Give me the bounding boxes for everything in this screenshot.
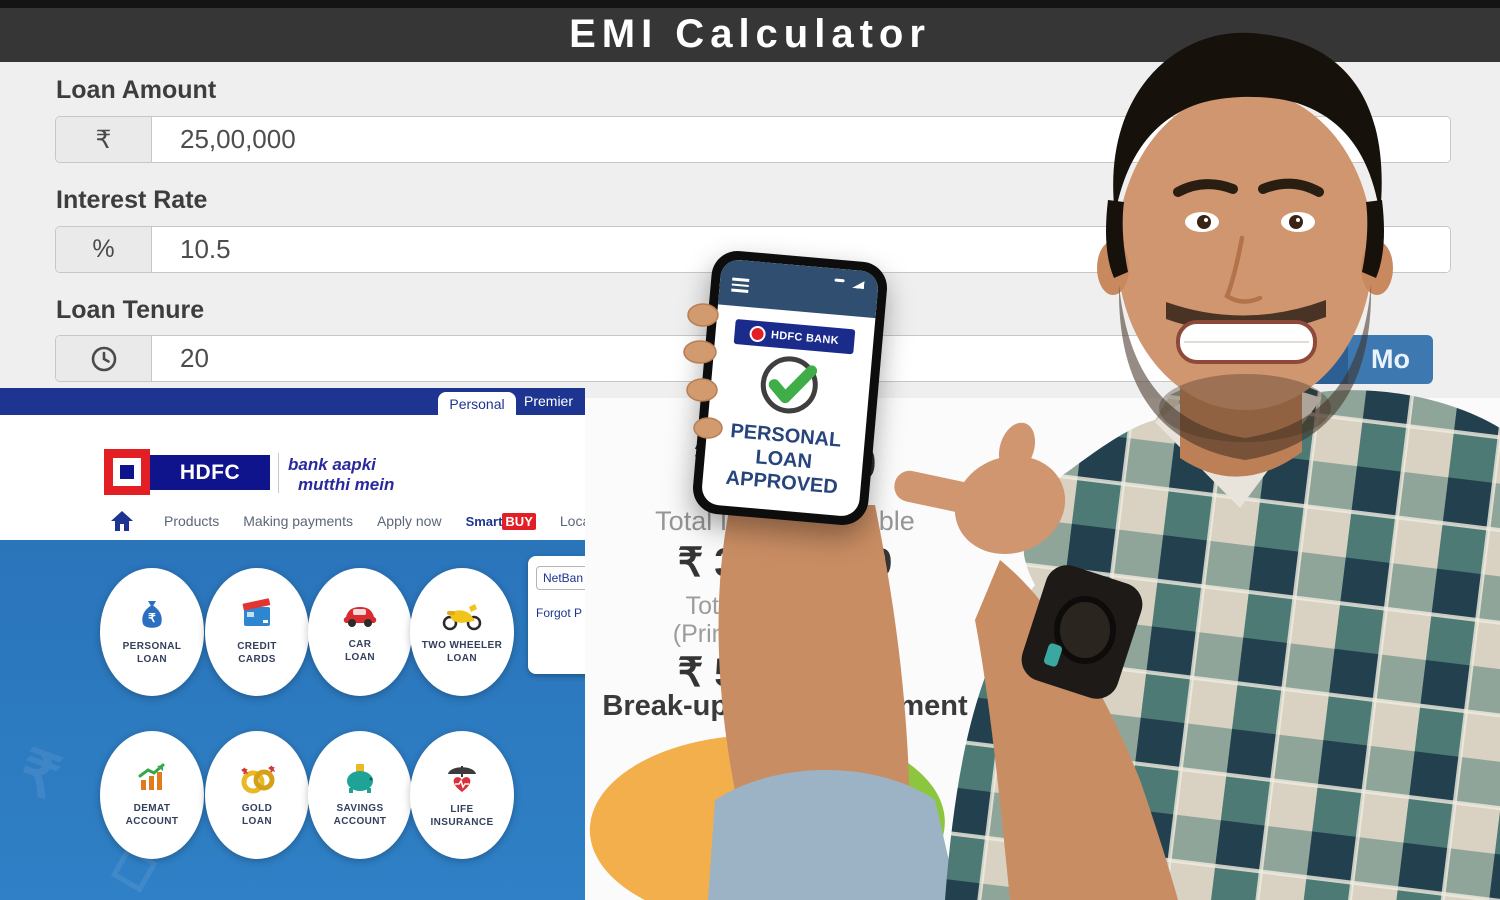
tile-demat-account[interactable]: DEMAT ACCOUNT xyxy=(100,731,204,859)
app-header: EMI Calculator xyxy=(0,0,1500,62)
clock-icon xyxy=(56,336,152,381)
man-iris-right xyxy=(1289,215,1303,229)
man-hair-side-right xyxy=(1362,200,1384,278)
hdfc-logo-band: HDFC BANK bank aapki mutthi mein xyxy=(0,415,585,519)
man-photo xyxy=(683,32,1500,900)
rupee-icon: ₹ xyxy=(56,117,152,162)
watch-clasp xyxy=(1043,643,1063,667)
home-icon[interactable] xyxy=(110,510,134,532)
hdfc-bank-screenshot: Personal Premier HDFC BANK bank aapki mu… xyxy=(0,388,585,900)
man-eye-glint-right xyxy=(1296,218,1300,222)
svg-text:₹: ₹ xyxy=(148,611,156,625)
hdfc-topbar: Personal Premier xyxy=(0,388,585,415)
loan-tenure-group xyxy=(55,335,1248,382)
nav-products[interactable]: Products xyxy=(164,513,220,529)
nav-smartbuy[interactable]: Smart BUY xyxy=(454,512,548,530)
man-holding-arm xyxy=(708,505,958,900)
motorcycle-icon xyxy=(442,604,482,631)
man-fist xyxy=(954,455,1066,555)
man-hair xyxy=(1113,32,1382,215)
man-grip-finger-1 xyxy=(687,303,719,327)
tab-personal[interactable]: Personal xyxy=(438,392,516,415)
nav-locate-us[interactable]: Locate Us xyxy=(559,513,585,529)
stock-chart-icon xyxy=(138,763,165,790)
forgot-password-link[interactable]: Forgot P xyxy=(536,606,583,620)
man-nose xyxy=(1224,235,1263,304)
interest-rate-label: Interest Rate xyxy=(56,186,208,214)
gold-rings-icon xyxy=(241,765,276,794)
car-icon xyxy=(343,607,377,627)
netbanking-login-button[interactable]: NetBan xyxy=(536,566,585,590)
approved-check-icon xyxy=(760,356,818,414)
man-forearm xyxy=(718,505,910,815)
loan-amount-label: Loan Amount xyxy=(56,76,217,104)
tile-savings-account[interactable]: SAVINGS ACCOUNT xyxy=(308,731,412,859)
watch-face xyxy=(1054,596,1116,664)
loan-tenure-label: Loan Tenure xyxy=(56,296,205,324)
man-eyebrow-right xyxy=(1258,178,1324,197)
tile-life-insurance[interactable]: LIFE INSURANCE xyxy=(410,731,514,859)
man-grip-finger-4 xyxy=(693,417,723,439)
netbanking-panel: NetBan Forgot P xyxy=(528,556,585,674)
man-index-finger xyxy=(894,470,1003,519)
man-grip-finger-3 xyxy=(686,378,718,402)
divider xyxy=(278,453,279,493)
man-iris-left xyxy=(1197,215,1211,229)
smartphone: HDFC BANK PERSONAL LOAN APPROVED xyxy=(690,248,890,528)
page-title: EMI Calculator xyxy=(569,12,931,56)
hdfc-tagline: bank aapki mutthi mein xyxy=(288,455,395,494)
phone-screen: HDFC BANK PERSONAL LOAN APPROVED xyxy=(700,258,880,518)
man-eyebrow-left xyxy=(1173,179,1238,197)
tenure-month-button[interactable]: Mo xyxy=(1348,335,1433,384)
tab-premier[interactable]: Premier xyxy=(524,393,574,409)
tile-two-wheeler-loan[interactable]: TWO WHEELER LOAN xyxy=(410,568,514,696)
tile-car-loan[interactable]: CAR LOAN xyxy=(308,568,412,696)
tile-credit-cards[interactable]: CREDIT CARDS xyxy=(205,568,309,696)
money-bag-icon: ₹ xyxy=(142,601,162,628)
man-beard xyxy=(1118,285,1372,460)
hdfc-nav: Products Making payments Apply now Smart… xyxy=(0,502,585,540)
man-thumb xyxy=(998,422,1036,474)
tile-gold-loan[interactable]: GOLD LOAN xyxy=(205,731,309,859)
umbrella-heart-icon xyxy=(448,766,476,792)
hdfc-logo-icon xyxy=(104,449,150,495)
man-rolled-sleeve xyxy=(708,769,958,900)
piggy-bank-icon xyxy=(347,764,373,793)
man-chin-beard xyxy=(1159,374,1331,442)
man-hair-side-left xyxy=(1106,200,1128,278)
nav-apply-now[interactable]: Apply now xyxy=(376,513,442,529)
credit-card-icon xyxy=(242,598,271,626)
man-grip-finger-2 xyxy=(683,340,717,364)
tile-personal-loan[interactable]: ₹ PERSONAL LOAN xyxy=(100,568,204,696)
nav-making-payments[interactable]: Making payments xyxy=(243,513,353,529)
man-eye-glint-left xyxy=(1204,218,1208,222)
percent-icon: % xyxy=(56,227,152,272)
hdfc-logo-text: HDFC BANK xyxy=(150,455,270,519)
